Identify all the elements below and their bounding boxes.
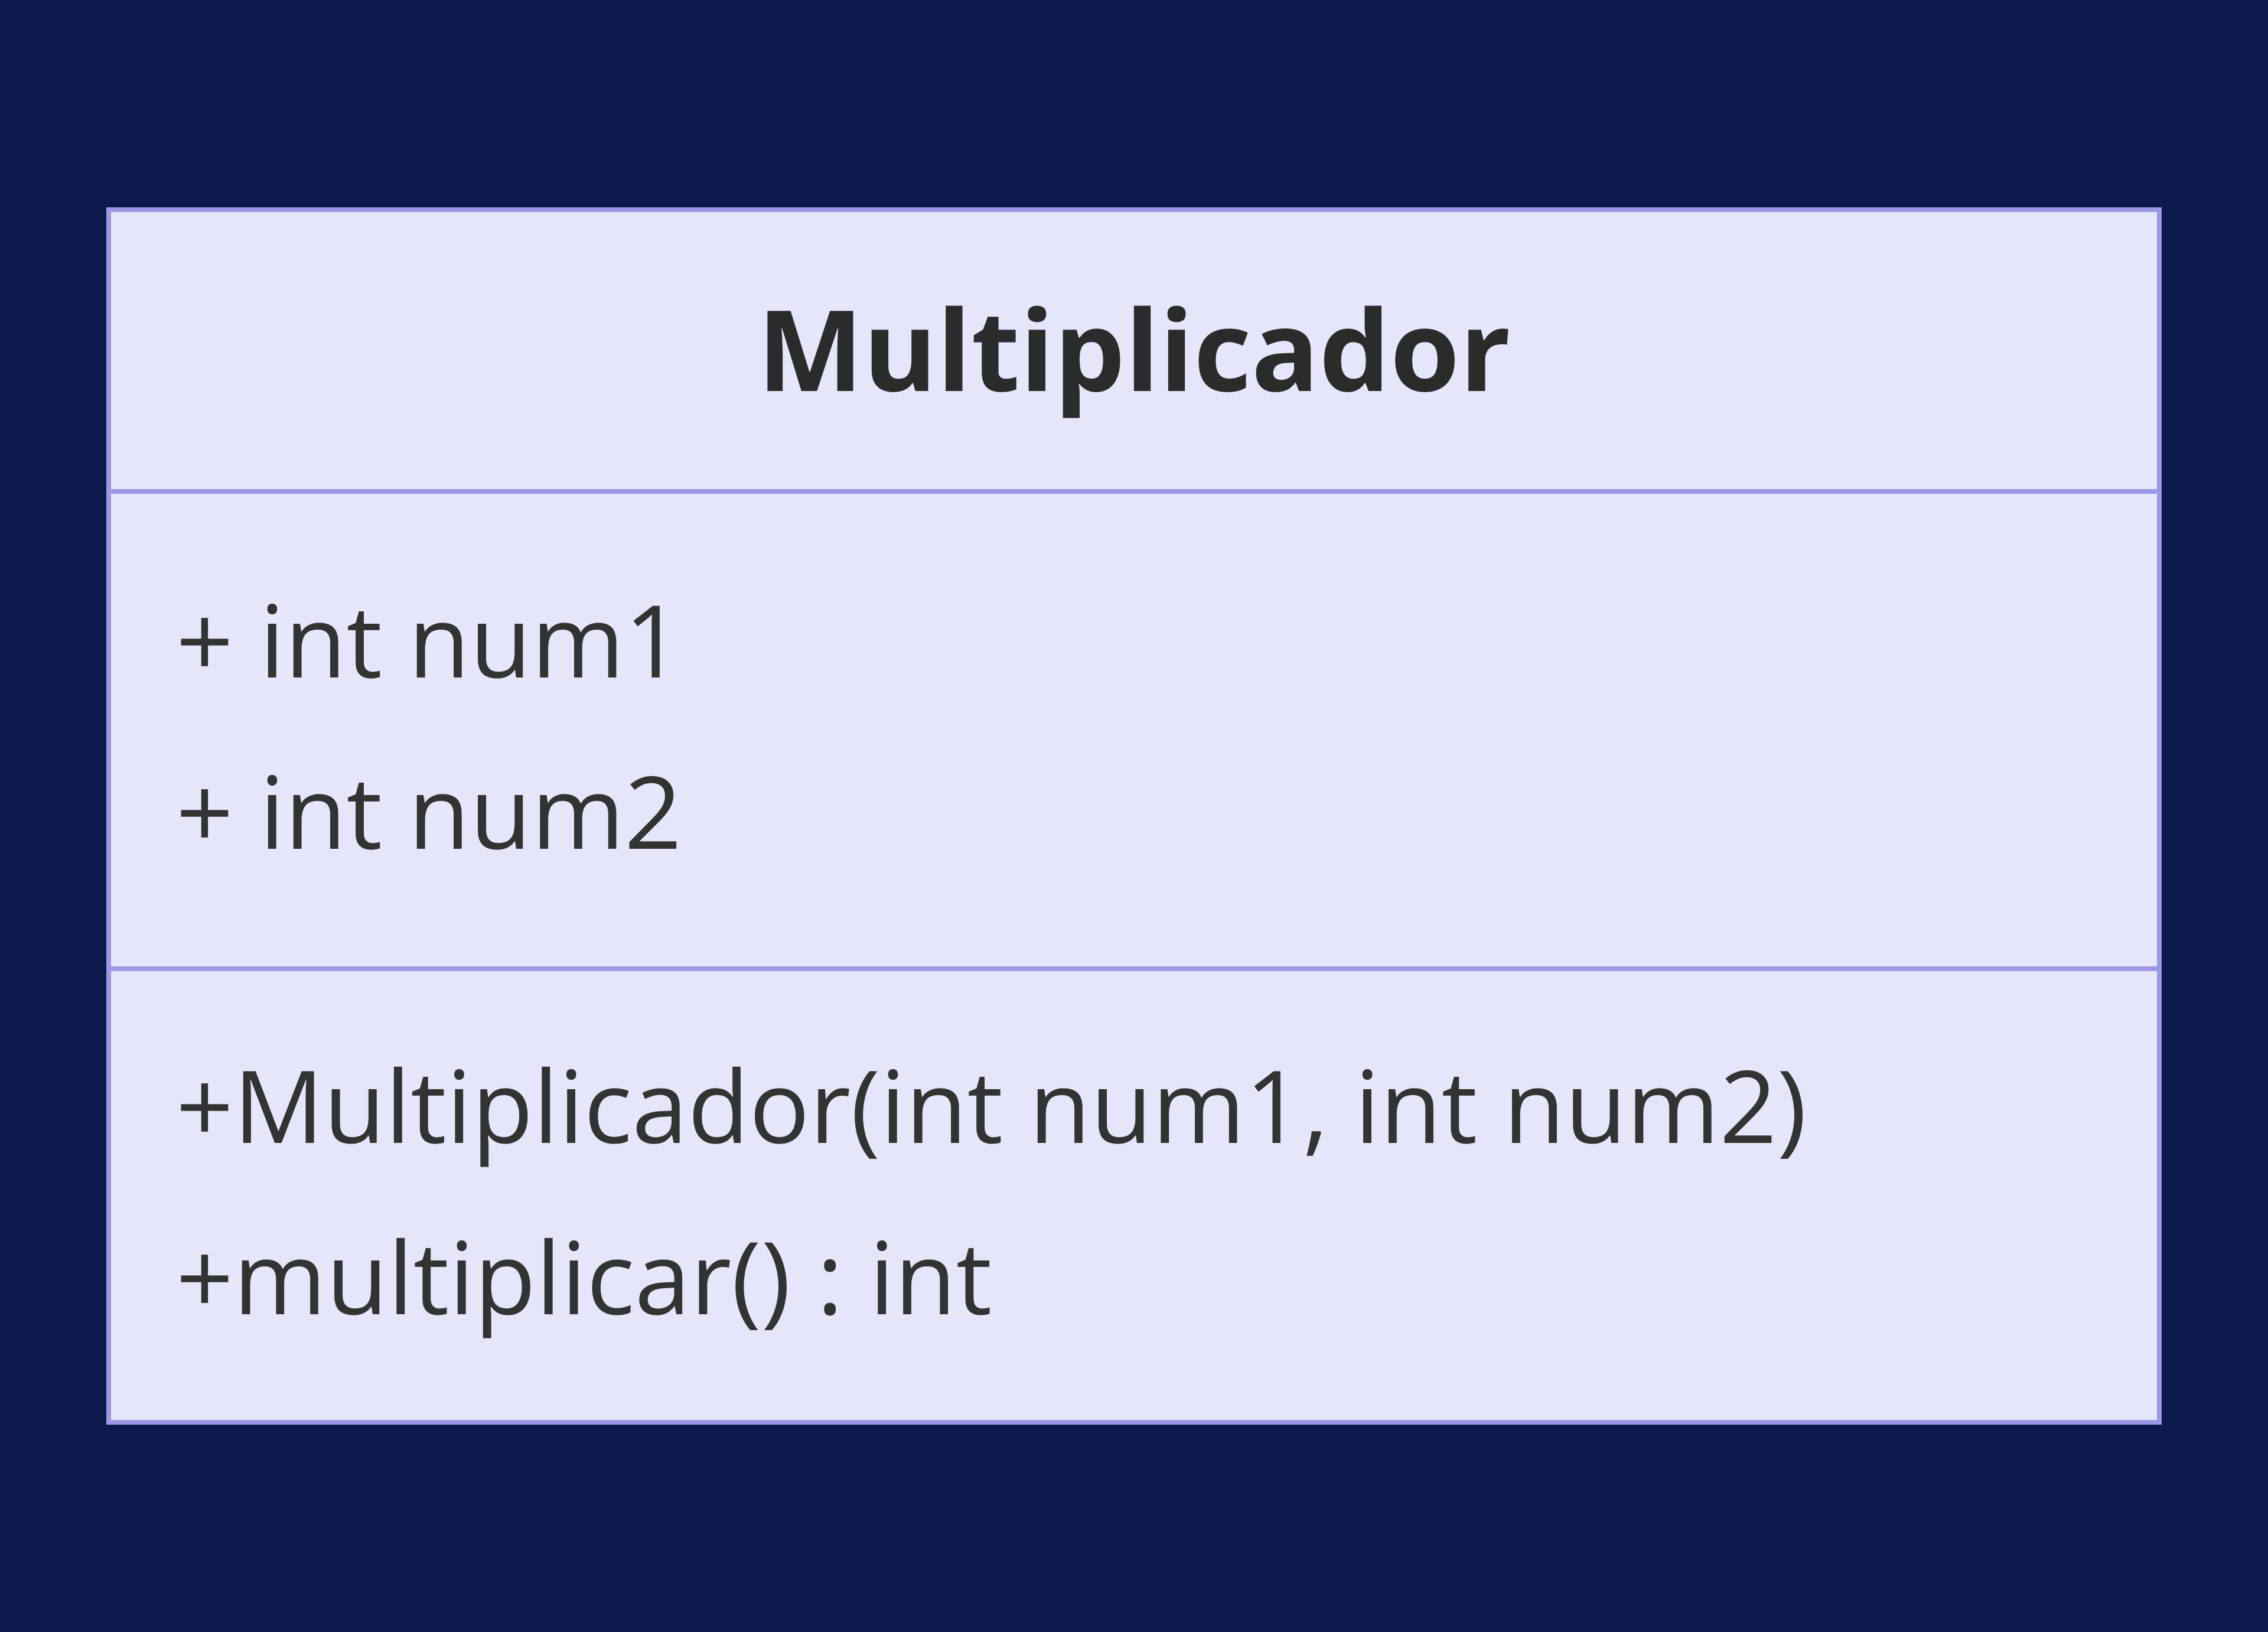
method-item: +multiplicar() : int [176, 1225, 2092, 1325]
class-name-section: Multiplicador [111, 212, 2157, 494]
class-name: Multiplicador [146, 271, 2122, 424]
uml-class-box: Multiplicador + int num1 + int num2 +Mul… [106, 207, 2162, 1425]
attribute-item: + int num2 [176, 760, 2092, 860]
method-item: +Multiplicador(int num1, int num2) [176, 1054, 2092, 1154]
attributes-section: + int num1 + int num2 [111, 494, 2157, 971]
methods-section: +Multiplicador(int num1, int num2) +mult… [111, 971, 2157, 1420]
attribute-item: + int num1 [176, 588, 2092, 689]
